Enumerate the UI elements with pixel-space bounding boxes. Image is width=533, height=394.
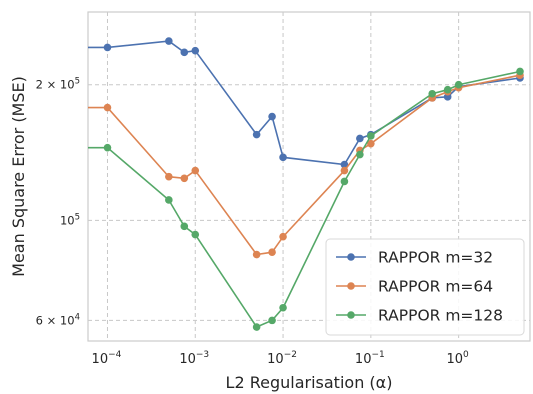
data-point	[367, 139, 375, 148]
data-point	[180, 222, 189, 231]
data-point	[191, 166, 200, 175]
data-point	[356, 134, 364, 143]
data-point	[340, 160, 349, 169]
data-point	[252, 323, 261, 331]
legend-item: RAPPOR m=64	[336, 278, 493, 296]
y-tick-label: 6 × 104	[36, 312, 80, 327]
legend-item: RAPPOR m=128	[336, 307, 503, 325]
data-point	[340, 166, 349, 175]
data-point	[340, 177, 349, 186]
legend-label: RAPPOR m=64	[378, 278, 493, 296]
data-point	[103, 143, 112, 152]
data-point	[268, 112, 276, 121]
x-tick-label: 10−4	[92, 350, 122, 367]
legend: RAPPOR m=32 RAPPOR m=64 RAPPOR m=128	[325, 238, 525, 336]
legend-marker	[347, 282, 355, 290]
x-tick-label: 100	[446, 350, 469, 367]
x-tick-label: 10−2	[267, 350, 297, 367]
y-axis-label: Mean Square Error (MSE)	[9, 76, 28, 277]
data-point	[252, 250, 261, 259]
x-axis-label: L2 Regularisation (α)	[226, 373, 393, 392]
data-point	[103, 103, 112, 112]
data-point	[367, 132, 375, 140]
data-point	[516, 67, 524, 76]
data-point	[268, 248, 276, 257]
data-point	[191, 230, 200, 239]
data-point	[165, 196, 173, 204]
data-point	[279, 153, 287, 162]
data-point	[268, 316, 276, 325]
data-point	[180, 174, 189, 183]
legend-label: RAPPOR m=32	[378, 249, 493, 267]
legend-item: RAPPOR m=32	[336, 249, 493, 267]
x-tick-label: 10−1	[355, 350, 385, 367]
legend-label: RAPPOR m=128	[378, 307, 503, 325]
y-tick-label: 105	[60, 212, 80, 227]
data-point	[165, 37, 173, 45]
data-point	[443, 85, 452, 94]
legend-marker	[347, 311, 355, 319]
tick-labels: 10−4 10−3 10−2 10−1 100 6 × 104 105 2 × 105	[36, 77, 469, 367]
x-tick-label: 10−3	[179, 350, 209, 367]
data-point	[279, 303, 287, 312]
data-point	[252, 130, 261, 139]
data-point	[428, 89, 437, 98]
data-point	[454, 80, 463, 89]
y-tick-label: 2 × 105	[36, 77, 80, 92]
legend-marker	[347, 253, 355, 261]
data-point	[165, 172, 173, 181]
data-point	[180, 48, 189, 57]
data-point	[103, 43, 112, 52]
plot-frame	[87, 11, 531, 342]
legend-box	[325, 238, 525, 336]
data-point	[356, 150, 364, 159]
data-point	[191, 46, 200, 55]
data-point	[279, 232, 287, 241]
series-3	[88, 67, 524, 331]
